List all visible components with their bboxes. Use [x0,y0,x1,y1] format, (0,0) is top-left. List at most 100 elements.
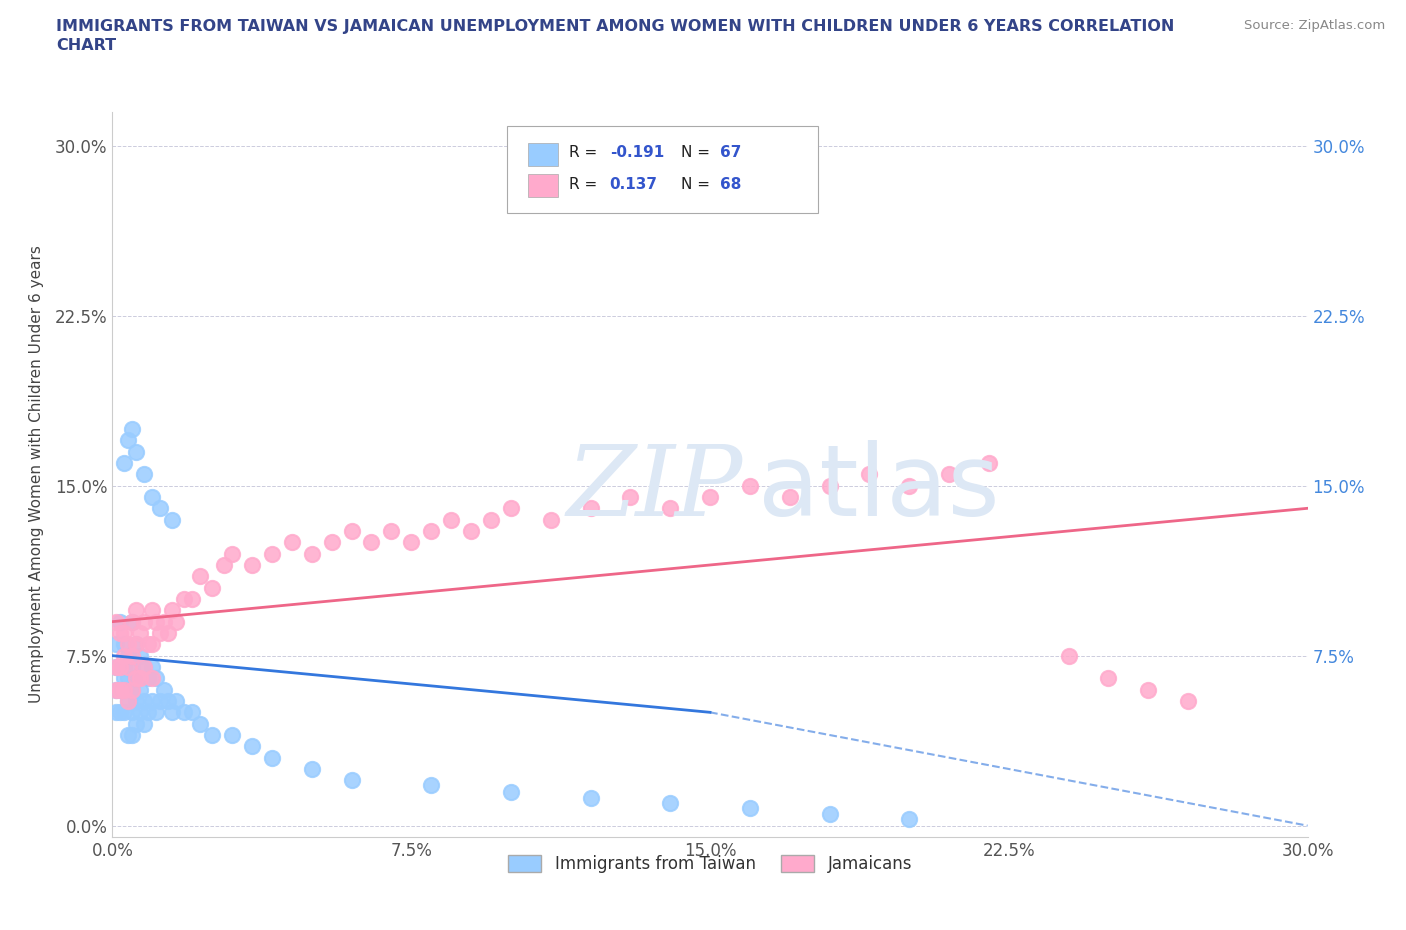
Point [129,626,152,641]
Text: atlas: atlas [758,440,1000,538]
Point [1097,671,1119,685]
Point [499,501,522,516]
Point [114,626,135,641]
Point [221,546,243,561]
Point [134,467,156,482]
Point [221,727,243,742]
Point [1057,648,1080,663]
Point [818,807,841,822]
Point [479,512,502,527]
Point [114,456,135,471]
Text: 68: 68 [720,177,741,192]
Text: ZIP: ZIP [567,441,742,537]
Point [145,705,167,720]
Point [619,489,641,504]
Point [121,705,143,720]
Point [121,683,143,698]
Point [110,626,132,641]
Legend: Immigrants from Taiwan, Jamaicans: Immigrants from Taiwan, Jamaicans [502,848,918,880]
Point [149,694,172,709]
Point [141,694,163,709]
Point [540,512,562,527]
Point [141,603,163,618]
Point [460,524,482,538]
Text: 67: 67 [720,145,741,161]
Point [110,683,132,698]
Point [858,467,880,482]
Point [157,694,180,709]
Point [977,456,1000,471]
Point [340,524,363,538]
Point [380,524,402,538]
Point [121,659,143,674]
Point [114,671,135,685]
Point [181,591,204,606]
Point [138,637,160,652]
Point [173,591,195,606]
Point [165,614,187,629]
Point [240,557,263,572]
Point [699,489,721,504]
Point [162,603,183,618]
Point [117,432,139,447]
Point [105,683,128,698]
Point [121,614,143,629]
Text: 0.137: 0.137 [610,177,658,192]
Point [129,648,152,663]
Point [420,777,443,792]
Point [114,648,135,663]
Point [440,512,463,527]
Point [105,705,128,720]
Point [117,671,139,685]
Point [1137,683,1160,698]
Point [301,762,323,777]
Point [145,614,167,629]
Point [134,716,156,731]
Point [125,671,148,685]
Text: N =: N = [682,145,716,161]
FancyBboxPatch shape [529,174,558,197]
Point [121,727,143,742]
Point [898,478,921,493]
Point [105,683,128,698]
Point [240,738,263,753]
Point [117,727,139,742]
Point [738,800,761,815]
Point [938,467,960,482]
Point [340,773,363,788]
Point [121,614,143,629]
Point [114,659,135,674]
Point [173,705,195,720]
Point [157,626,180,641]
Y-axis label: Unemployment Among Women with Children Under 6 years: Unemployment Among Women with Children U… [30,246,44,703]
Point [401,535,423,550]
Point [138,671,160,685]
Point [162,512,183,527]
Point [212,557,235,572]
Text: R =: R = [569,145,602,161]
Point [818,478,841,493]
Point [260,751,283,765]
Point [420,524,443,538]
Point [110,659,132,674]
Point [138,705,160,720]
Point [125,445,148,459]
Point [141,489,163,504]
Point [201,727,224,742]
Point [321,535,343,550]
Point [105,659,128,674]
Point [117,659,139,674]
Point [105,659,128,674]
Point [153,683,176,698]
Point [134,659,156,674]
Point [105,637,128,652]
Point [134,614,156,629]
Text: Source: ZipAtlas.com: Source: ZipAtlas.com [1244,19,1385,32]
Point [141,659,163,674]
Point [129,705,152,720]
Point [129,671,152,685]
Point [738,478,761,493]
Point [114,683,135,698]
Point [134,694,156,709]
Point [134,659,156,674]
